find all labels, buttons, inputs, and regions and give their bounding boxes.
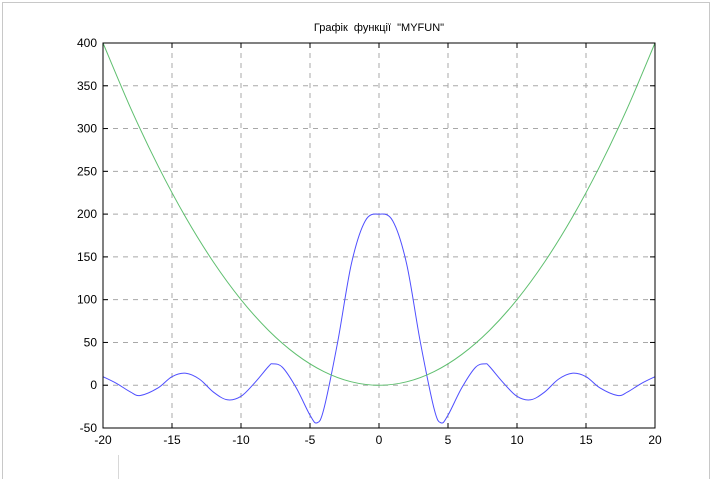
x-tick-label: -15 <box>163 433 181 447</box>
window-top-border <box>2 2 710 3</box>
y-tick-label: 300 <box>77 122 97 136</box>
y-tick-label: 150 <box>77 250 97 264</box>
series-group <box>102 42 656 424</box>
x-tick-label: 15 <box>579 433 593 447</box>
y-tick-label: 0 <box>90 378 97 392</box>
ticks: -20 -15 -10 -5 0 5 10 15 20-50050100150200250300… <box>77 36 662 447</box>
x-tick-label: 10 <box>510 433 524 447</box>
y-tick-label: 50 <box>84 335 98 349</box>
x-tick-label: -5 <box>305 433 316 447</box>
y-tick-label: 100 <box>77 293 97 307</box>
series-line-0 <box>102 213 656 424</box>
window-left-border <box>2 2 3 479</box>
y-tick-label: -50 <box>80 421 98 435</box>
chart-title: Графік функції "MYFUN" <box>314 22 444 34</box>
x-tick-label: 20 <box>648 433 662 447</box>
x-tick-label: 5 <box>445 433 452 447</box>
window-right-border <box>709 2 710 479</box>
y-tick-label: 200 <box>77 207 97 221</box>
x-tick-label: -10 <box>232 433 250 447</box>
x-tick-label: 0 <box>376 433 383 447</box>
series-line-1 <box>102 42 656 386</box>
window-inner-divider <box>118 455 119 479</box>
y-tick-label: 350 <box>77 79 97 93</box>
x-tick-label: -20 <box>94 433 112 447</box>
grid <box>103 43 655 428</box>
y-tick-label: 400 <box>77 36 97 50</box>
y-tick-label: 250 <box>77 164 97 178</box>
